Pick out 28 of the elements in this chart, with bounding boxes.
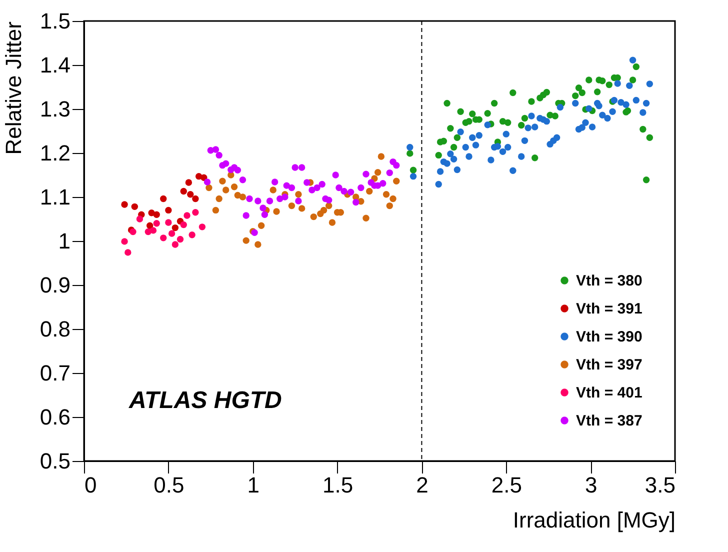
legend-label: Vth = 390: [576, 328, 642, 346]
x-tick-label: 1: [247, 472, 260, 498]
y-axis-title: Relative Jitter: [0, 22, 26, 155]
y-tick-label: 1.2: [40, 140, 70, 166]
y-tick-label: 1.4: [40, 52, 70, 78]
y-tick-label: 0.7: [40, 360, 70, 386]
y-tick-label: 0.5: [40, 448, 70, 474]
y-tick-label: 0.8: [40, 316, 70, 342]
y-tick-label: 1.3: [40, 96, 70, 122]
y-tick-label: 0.6: [40, 404, 70, 430]
x-tick-label: 0.5: [154, 472, 184, 498]
legend-label: Vth = 380: [576, 272, 642, 290]
x-tick-label: 1.5: [322, 472, 354, 498]
y-tick-label: 0.9: [40, 272, 70, 298]
legend-label: Vth = 397: [576, 356, 642, 374]
annotation: ATLAS HGTD: [128, 387, 282, 414]
y-tick-label: 1.5: [40, 8, 70, 34]
legend-label: Vth = 387: [576, 412, 642, 430]
x-tick-label: 2.5: [491, 472, 522, 498]
x-tick-label: 3.5: [644, 472, 676, 498]
x-tick-label: 0: [84, 472, 97, 498]
y-tick-label: 1: [58, 228, 70, 254]
legend-label: Vth = 401: [576, 384, 642, 402]
y-tick-label: 1.1: [40, 184, 70, 210]
x-tick-label: 2: [416, 472, 428, 498]
legend-label: Vth = 391: [576, 300, 642, 318]
x-axis-title: Irradiation [MGy]: [512, 508, 676, 532]
x-tick-label: 3: [584, 472, 598, 498]
